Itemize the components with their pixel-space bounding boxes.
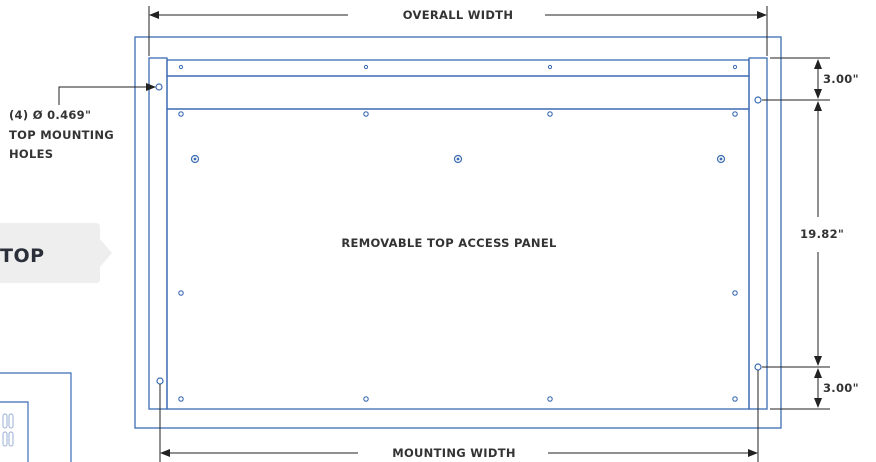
hole-callout-line2: TOP MOUNTING (9, 128, 114, 142)
mounting-holes (155, 83, 762, 385)
screw-hole (732, 290, 738, 296)
top-band (166, 75, 750, 110)
inset-inner-frame (0, 401, 29, 462)
bottom-dimension-value: 3.00" (823, 381, 859, 395)
inset-partial-drawing (0, 372, 72, 462)
top-dimension-value: 3.00" (823, 72, 859, 86)
left-flange (148, 57, 168, 410)
right-flange (748, 57, 768, 410)
screw-hole (547, 111, 553, 117)
view-tab-label: TOP (0, 245, 45, 267)
screw-hole (732, 64, 738, 70)
lifting-point (190, 154, 200, 164)
mounting-hole (156, 377, 164, 385)
screw-hole (178, 290, 184, 296)
screw-hole (178, 64, 184, 70)
middle-dimension-value: 19.82" (800, 227, 844, 241)
mounting-hole (754, 363, 762, 371)
top-strip (166, 59, 750, 77)
access-panel-outline (166, 108, 750, 410)
inset-slots (2, 413, 14, 447)
mounting-hole (754, 96, 762, 104)
screw-hole (732, 111, 738, 117)
screw-hole (178, 396, 184, 402)
inset-outer-frame (0, 372, 72, 462)
mounting-width-dimension (159, 370, 759, 462)
vertical-dimensions (762, 57, 830, 410)
hole-callout-line3: HOLES (9, 147, 53, 161)
screw-hole (547, 64, 553, 70)
screw-hole (363, 396, 369, 402)
mounting-hole (155, 83, 163, 91)
panel-screws (178, 111, 738, 402)
outer-frame (134, 36, 782, 429)
screw-hole (363, 64, 369, 70)
screw-hole (547, 396, 553, 402)
hole-callout-leader (58, 83, 156, 105)
screw-hole (178, 111, 184, 117)
housing (134, 36, 782, 429)
access-panel-label: REMOVABLE TOP ACCESS PANEL (341, 236, 557, 250)
view-tab-shape (0, 223, 112, 283)
screw-hole (363, 111, 369, 117)
hole-callout-line1: (4) Ø 0.469" (9, 108, 91, 122)
mounting-width-label: MOUNTING WIDTH (392, 446, 516, 460)
lifting-points (190, 154, 726, 164)
view-tab: TOP (0, 223, 112, 283)
overall-width-label: OVERALL WIDTH (403, 8, 514, 22)
lifting-point (716, 154, 726, 164)
top-strip-screws (178, 64, 738, 70)
overall-width-dimension (148, 6, 768, 56)
screw-hole (732, 396, 738, 402)
lifting-point (453, 154, 463, 164)
